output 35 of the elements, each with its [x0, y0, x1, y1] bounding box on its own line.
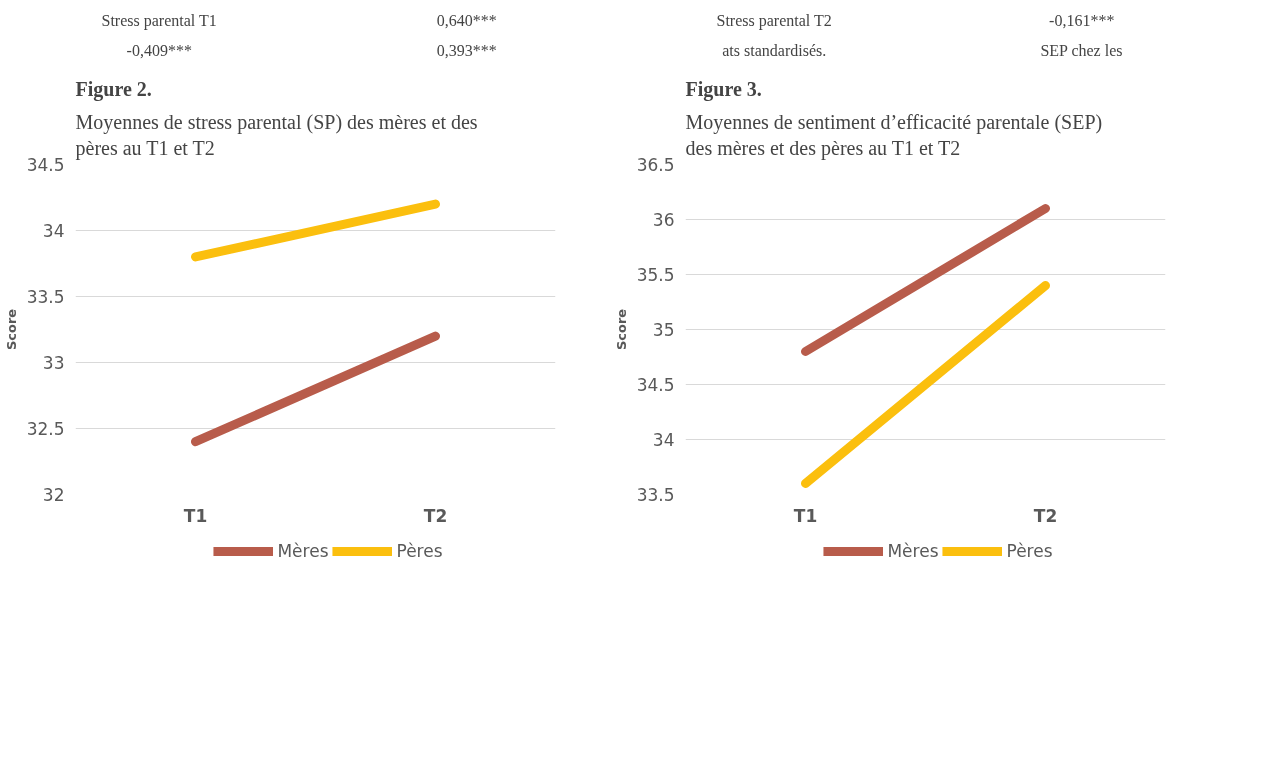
legend-label: Mères — [277, 540, 329, 561]
text: 0,393*** — [436, 42, 497, 59]
y-tick-label: 34 — [42, 221, 65, 241]
y-tick-label: 33.5 — [636, 485, 675, 505]
y-tick-label: 36.5 — [636, 155, 675, 175]
x-tick-label: T1 — [183, 505, 208, 526]
y-tick-label: 34 — [652, 430, 675, 450]
y-tick-label: 32.5 — [26, 419, 65, 439]
legend-label: Pères — [396, 540, 443, 561]
text: Stress parental T1 — [101, 12, 217, 30]
text: ats standardisés. — [722, 42, 827, 59]
x-tick-label: T2 — [423, 505, 448, 526]
text: SEP chez les — [1040, 42, 1123, 59]
y-axis-title: Score — [3, 308, 19, 351]
x-tick-label: T2 — [1033, 505, 1058, 526]
y-tick-label: 32 — [42, 485, 65, 505]
y-tick-label: 34.5 — [26, 155, 65, 175]
chart-title: Figure 2. — [75, 77, 152, 101]
text: 0,640*** — [436, 12, 497, 29]
legend-label: Mères — [887, 540, 939, 561]
y-tick-label: 33.5 — [26, 287, 65, 307]
y-tick-label: 35.5 — [636, 265, 675, 285]
chart-subtitle: Moyennes de sentiment d’efficacité parentale (SEP) des mères et des pères au T1 et T2 — [685, 111, 1103, 161]
legend-label: Pères — [1006, 540, 1053, 561]
chart-title: Figure 3. — [685, 77, 762, 101]
y-tick-label: 36 — [652, 210, 675, 230]
x-tick-label: T1 — [793, 505, 818, 526]
y-tick-label: 34.5 — [636, 375, 675, 395]
chart-subtitle: Moyennes de stress parental (SP) des mères et des pères au T1 et T2 — [75, 111, 478, 161]
text: -0,161*** — [1049, 12, 1115, 29]
text: -0,409*** — [126, 42, 192, 59]
y-tick-label: 33 — [42, 353, 65, 373]
y-tick-label: 35 — [652, 320, 675, 340]
y-axis-title: Score — [613, 308, 629, 351]
text: Stress parental T2 — [716, 12, 832, 30]
